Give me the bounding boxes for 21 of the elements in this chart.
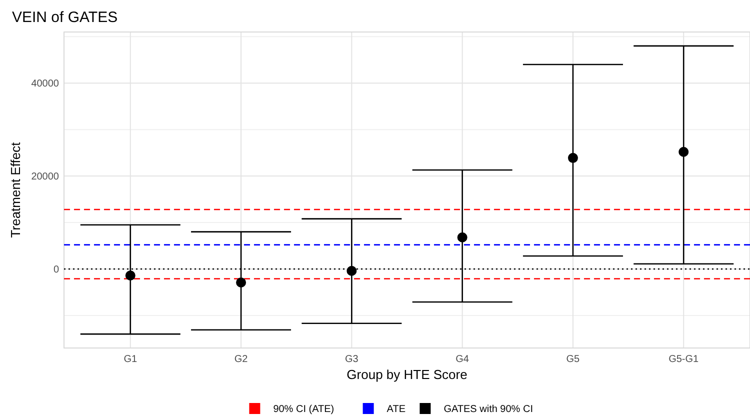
legend-label: ATE (386, 404, 406, 415)
x-tick-label: G2 (234, 354, 248, 365)
point (678, 146, 689, 157)
legend-label: GATES with 90% CI (444, 404, 533, 415)
point (236, 277, 246, 288)
y-tick-label: 40000 (31, 78, 60, 90)
y-axis-title: Treatment Effect (8, 142, 23, 238)
point (568, 152, 578, 163)
x-tick-label: G4 (456, 354, 470, 365)
x-tick-label: G5 (566, 354, 580, 365)
point (346, 266, 357, 276)
y-tick-label: 20000 (31, 172, 60, 183)
x-tick-label: G3 (345, 354, 359, 365)
legend-label: 90% CI (ATE) (273, 404, 334, 415)
x-tick-label: G1 (124, 354, 138, 365)
point (457, 232, 468, 242)
y-tick-label: 0 (53, 264, 60, 276)
x-axis-title: Group by HTE Score (346, 367, 468, 382)
x-tick-label: G5-G1 (668, 354, 700, 365)
point (125, 270, 136, 281)
chart-title: VEIN of GATES (12, 9, 118, 26)
